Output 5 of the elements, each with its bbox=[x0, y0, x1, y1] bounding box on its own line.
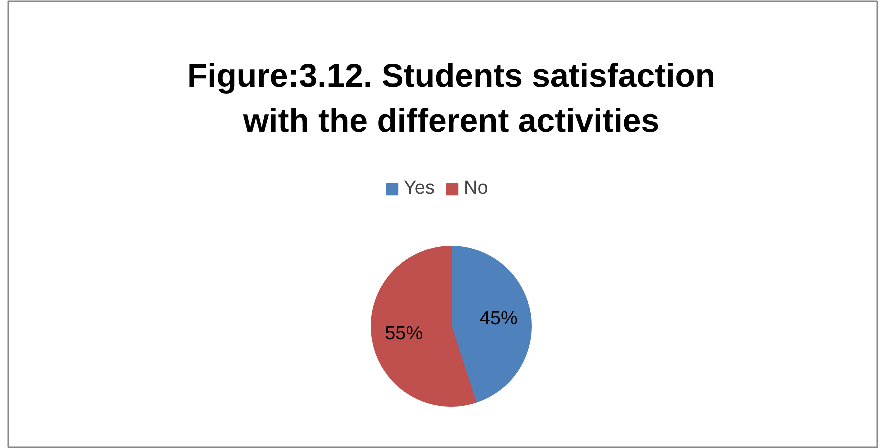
data-label: 55% bbox=[385, 324, 424, 345]
chart-title: Figure:3.12. Students satisfaction with the different activities bbox=[187, 57, 716, 139]
legend-label: No bbox=[464, 178, 488, 200]
data-label: 45% bbox=[480, 308, 518, 330]
legend-label: Yes bbox=[404, 178, 435, 200]
